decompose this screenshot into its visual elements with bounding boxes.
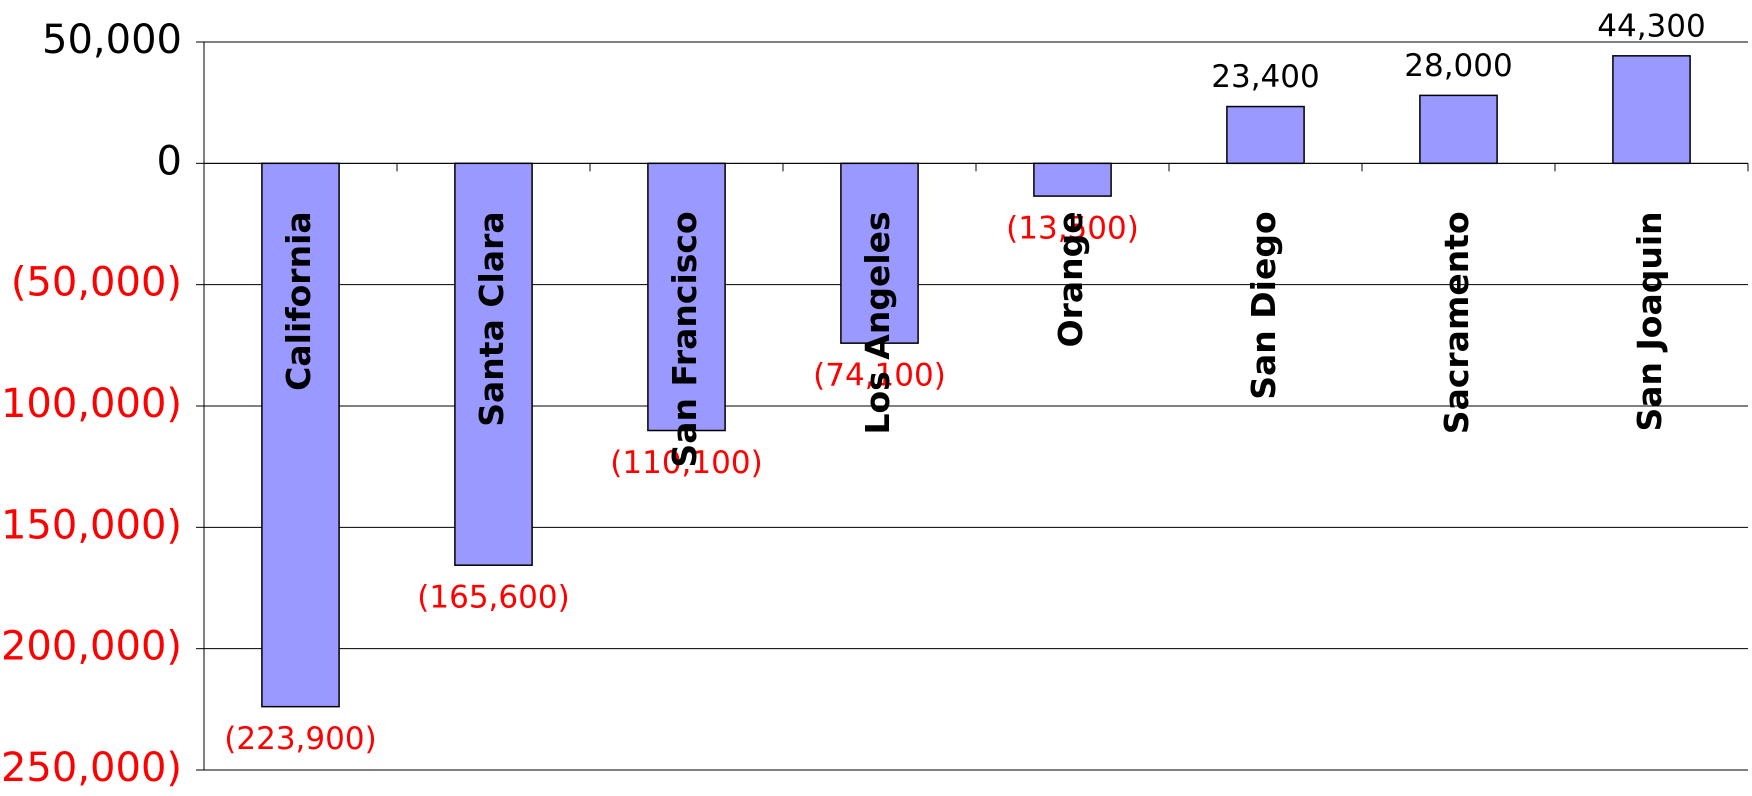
bar [840,162,919,344]
value-label: 28,000 [1404,48,1512,84]
x-tick-label: San Joaquin [1630,211,1669,431]
x-tick-label: Orange [1051,211,1090,347]
bar [454,162,533,566]
x-tick-label: California [279,211,318,390]
value-label: 44,300 [1597,8,1705,44]
y-tick-label: (200,000) [0,624,182,670]
y-tick-label: 50,000 [42,17,182,63]
bar [1419,94,1498,165]
x-tick-label: San Francisco [665,211,704,467]
value-label: (110,100) [610,445,762,481]
x-tick-label: Sacramento [1437,211,1476,434]
bar [647,162,726,432]
bar [1612,55,1691,165]
x-tick-label: San Diego [1244,211,1283,399]
value-label: 23,400 [1211,59,1319,95]
y-tick-label: 0 [157,138,182,184]
value-label: (165,600) [417,580,569,616]
value-label: (223,900) [224,721,376,757]
bar [1033,162,1112,197]
bar [261,162,340,708]
y-tick-label: (100,000) [0,381,182,427]
bar [1226,105,1305,165]
value-label: (13,500) [1006,211,1139,247]
x-tick-label: Los Angeles [858,211,897,434]
y-tick-label: (250,000) [0,745,182,791]
value-label: (74,100) [813,358,946,394]
y-tick-label: (50,000) [11,260,182,306]
y-tick-label: (150,000) [0,502,182,548]
x-tick-label: Santa Clara [472,211,511,426]
